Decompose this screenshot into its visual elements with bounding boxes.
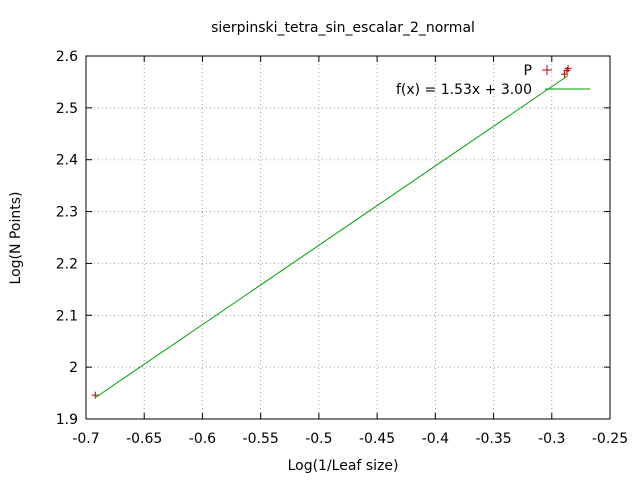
y-tick-label: 2 [69, 360, 78, 376]
y-tick-label: 2.4 [56, 153, 78, 169]
y-tick-label: 1.9 [56, 412, 78, 428]
x-tick-label: -0.5 [305, 431, 332, 447]
legend: P f(x) = 1.53x + 3.00 [396, 63, 590, 98]
x-tick-label: -0.6 [189, 431, 216, 447]
x-tick-label: -0.65 [126, 431, 162, 447]
x-axis-label: Log(1/Leaf size) [288, 458, 399, 474]
axis-ticks: -0.7 -0.65 -0.6 -0.55 -0.5 -0.45 -0.4 -0.35 -0.3… [56, 49, 628, 447]
x-tick-label: -0.25 [592, 431, 628, 447]
y-tick-label: 2.3 [56, 205, 78, 221]
y-tick-label: 2.6 [56, 49, 78, 65]
data-point [564, 64, 572, 72]
series [91, 64, 572, 399]
chart-title: sierpinski_tetra_sin_escalar_2_normal [211, 20, 475, 36]
x-tick-label: -0.7 [72, 431, 99, 447]
x-tick-label: -0.55 [243, 431, 279, 447]
y-axis-label: Log(N Points) [8, 192, 24, 285]
data-point [561, 70, 569, 78]
legend-label-points: P [524, 63, 532, 79]
x-tick-label: -0.45 [359, 431, 395, 447]
x-tick-label: -0.4 [422, 431, 449, 447]
x-tick-label: -0.3 [538, 431, 565, 447]
y-tick-label: 2.5 [56, 101, 78, 117]
fit-line [95, 75, 569, 399]
y-tick-label: 2.1 [56, 308, 78, 324]
plot-frame [85, 55, 611, 420]
grid [86, 56, 610, 419]
x-tick-label: -0.35 [475, 431, 511, 447]
y-tick-label: 2.2 [56, 256, 78, 272]
legend-label-fit: f(x) = 1.53x + 3.00 [396, 82, 532, 98]
